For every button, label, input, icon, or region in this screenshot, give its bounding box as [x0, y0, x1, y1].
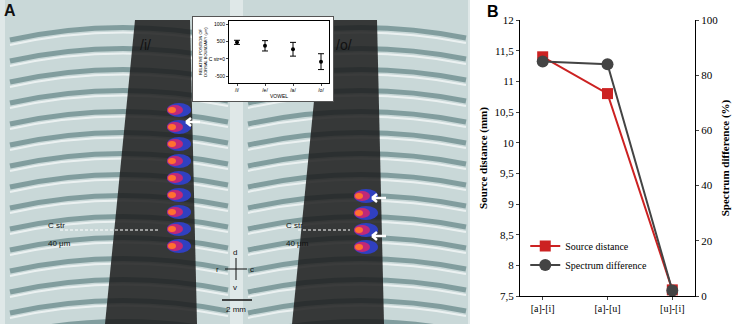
svg-text:10,5: 10,5 — [495, 106, 515, 118]
svg-text:Source distance (mm): Source distance (mm) — [477, 107, 490, 209]
svg-text:1000: 1000 — [214, 21, 225, 27]
svg-text:r: r — [216, 265, 219, 274]
svg-text:B: B — [487, 3, 499, 20]
svg-text:Spectrum difference: Spectrum difference — [565, 260, 647, 271]
svg-text:7,5: 7,5 — [500, 290, 514, 302]
svg-text:2 mm: 2 mm — [226, 305, 246, 314]
svg-text:/e/: /e/ — [262, 87, 268, 93]
svg-text:80: 80 — [701, 69, 713, 81]
svg-text:9,5: 9,5 — [500, 167, 514, 179]
svg-text:VOWEL: VOWEL — [270, 93, 288, 99]
svg-text:-500: -500 — [215, 73, 225, 79]
svg-text:40 μm: 40 μm — [286, 239, 309, 248]
svg-text:C str=0: C str=0 — [209, 56, 225, 62]
svg-text:9: 9 — [508, 198, 514, 210]
svg-text:C str: C str — [48, 221, 65, 230]
svg-text:c: c — [250, 265, 254, 274]
svg-text:v: v — [233, 283, 237, 292]
svg-text:12: 12 — [503, 14, 514, 26]
svg-text:10: 10 — [503, 137, 515, 149]
svg-text:40 μm: 40 μm — [48, 239, 71, 248]
svg-text:A: A — [4, 2, 16, 19]
svg-text:100: 100 — [701, 14, 718, 26]
svg-text:/a/: /a/ — [290, 87, 296, 93]
svg-text:RELATIVE POSITION OFDORSAL BOU: RELATIVE POSITION OFDORSAL BOUNDARY (μm) — [198, 27, 208, 77]
svg-text:40: 40 — [701, 179, 713, 191]
svg-text:/o/: /o/ — [336, 37, 352, 53]
svg-text:20: 20 — [701, 235, 713, 247]
svg-text:Source distance: Source distance — [565, 241, 629, 252]
svg-text:[a]-[u]: [a]-[u] — [594, 303, 620, 314]
svg-text:/o/: /o/ — [318, 87, 324, 93]
svg-text:[u]-[i]: [u]-[i] — [660, 303, 684, 314]
svg-text:/i/: /i/ — [140, 37, 151, 53]
svg-text:11: 11 — [503, 75, 514, 87]
svg-text:[a]-[i]: [a]-[i] — [531, 303, 555, 314]
svg-text:8,5: 8,5 — [500, 229, 514, 241]
svg-text:Spectrum difference (%): Spectrum difference (%) — [719, 99, 732, 216]
svg-text:/i/: /i/ — [235, 87, 240, 93]
svg-text:0: 0 — [701, 290, 707, 302]
svg-text:C str: C str — [286, 221, 303, 230]
svg-text:8: 8 — [508, 259, 514, 271]
svg-text:d: d — [233, 248, 237, 257]
svg-text:500: 500 — [217, 38, 226, 44]
svg-text:60: 60 — [701, 124, 713, 136]
svg-text:11,5: 11,5 — [495, 45, 514, 57]
